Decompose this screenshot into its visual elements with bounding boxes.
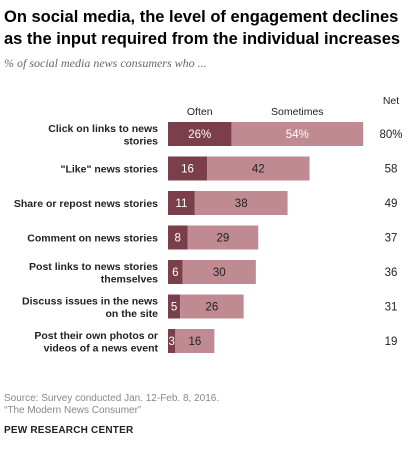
- bar-sometimes: [207, 156, 310, 181]
- bar-often: [168, 294, 181, 319]
- data-label-sometimes: 29: [217, 233, 230, 245]
- chart-title: On social media, the level of engagement…: [4, 8, 401, 48]
- data-label-sometimes: 42: [252, 164, 265, 176]
- category-label: Share or repost news stories: [14, 198, 158, 210]
- legend-often: Often: [187, 106, 213, 118]
- data-label-often: 8: [175, 233, 181, 245]
- source-note: Source: Survey conducted Jan. 12-Feb. 8,…: [4, 393, 219, 417]
- legend-sometimes: Sometimes: [271, 106, 324, 118]
- data-label-sometimes: 26: [206, 302, 219, 314]
- chart-subtitle: % of social media news consumers who ...: [4, 56, 207, 70]
- data-label-net: 80%: [379, 129, 402, 141]
- bar-often: [168, 260, 183, 284]
- category-label: Click on links to news stories: [48, 123, 158, 148]
- data-label-sometimes: 54%: [286, 129, 309, 141]
- data-label-sometimes: 16: [188, 336, 201, 348]
- category-label: Discuss issues in the news on the site: [22, 295, 158, 320]
- report-line: “The Modern News Consumer”: [4, 405, 142, 416]
- bar-sometimes: [182, 260, 256, 284]
- data-label-net: 58: [385, 164, 398, 176]
- data-label-net: 49: [385, 198, 398, 210]
- data-label-often: 26%: [188, 129, 211, 141]
- data-label-net: 36: [385, 267, 398, 279]
- bar-often: [168, 191, 195, 215]
- source-line: Source: Survey conducted Jan. 12-Feb. 8,…: [4, 393, 220, 404]
- bar-sometimes: [194, 191, 288, 215]
- data-label-often: 6: [172, 267, 178, 279]
- data-label-net: 37: [385, 233, 398, 245]
- bar-sometimes: [231, 122, 364, 146]
- data-label-often: 5: [171, 302, 177, 314]
- net-header: Net: [383, 95, 399, 107]
- bar-often: [168, 156, 208, 181]
- category-label: Post links to news stories themselves: [29, 261, 158, 286]
- data-label-often: 11: [175, 198, 187, 210]
- data-label-often: 3: [168, 336, 174, 348]
- bar-often: [168, 225, 188, 250]
- data-label-net: 19: [385, 336, 398, 348]
- bar-often: [168, 122, 232, 146]
- category-label: "Like" news stories: [61, 164, 159, 176]
- bar-often: [168, 329, 176, 353]
- data-label-net: 31: [385, 302, 398, 314]
- bar-sometimes: [180, 294, 244, 319]
- brand-name: PEW RESEARCH CENTER: [4, 425, 134, 436]
- category-label: Post their own photos or videos of a news…: [34, 330, 158, 355]
- data-label-often: 16: [181, 164, 194, 176]
- data-label-sometimes: 30: [213, 267, 226, 279]
- category-label: Comment on news stories: [27, 233, 158, 245]
- data-label-sometimes: 38: [235, 198, 248, 210]
- bar-sometimes: [175, 329, 215, 353]
- stacked-bar-chart: Often Sometimes Net Click on links to news s…: [14, 95, 403, 355]
- bar-sometimes: [187, 225, 259, 250]
